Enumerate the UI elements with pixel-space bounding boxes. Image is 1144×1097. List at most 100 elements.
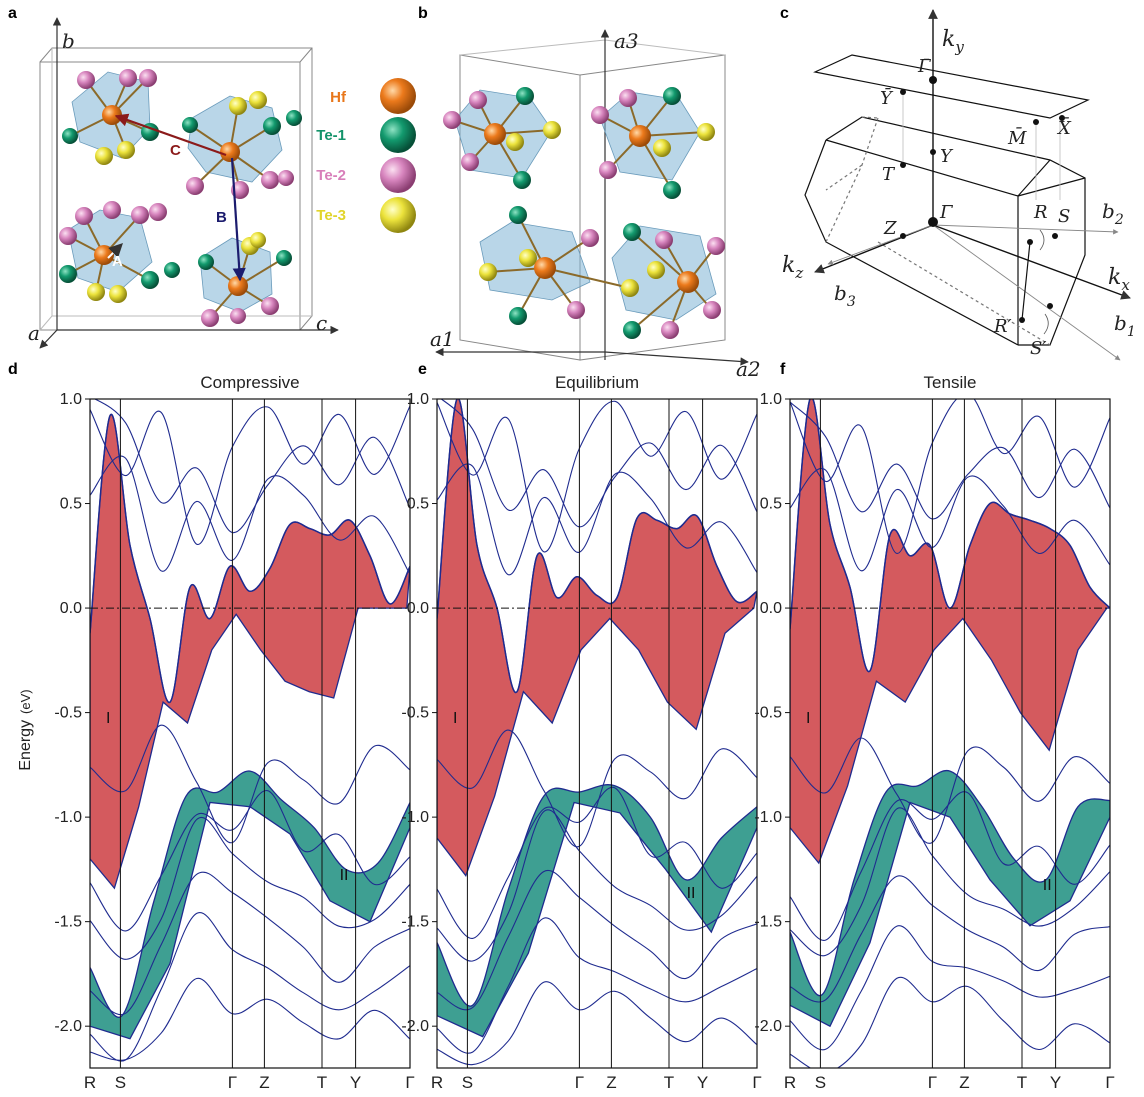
z-point-label: Z — [883, 218, 897, 239]
b3-label: b3 — [834, 281, 856, 310]
panel-c: c — [780, 5, 1136, 361]
panel-label-a: a — [8, 5, 17, 22]
band-plot-area — [790, 399, 1110, 1068]
energy-axis-label: Energy (eV) — [17, 689, 34, 770]
kpoint-label: R — [784, 1073, 796, 1092]
band-line — [437, 400, 757, 553]
bz-labels: ky kx kz b2 b1 b3 Γ̄ Ȳ M̄ X̄ Y T Γ Z R S… — [782, 27, 1136, 359]
ytick-label: -1.0 — [401, 809, 429, 826]
ytick-label: -2.0 — [401, 1018, 429, 1035]
r-point-label: R — [1033, 202, 1048, 223]
t-point-label: T — [882, 164, 896, 185]
kpoint-label: T — [664, 1073, 674, 1092]
kpoint-label: Γ — [228, 1073, 237, 1092]
ytick-label: -0.5 — [401, 705, 429, 722]
legend-te3-sphere — [380, 197, 416, 233]
region-label-I: I — [453, 710, 457, 727]
band-panel-equilibrium: Equilibrium R S Γ Z T Y Γ 1.0 0.5 0.0 -0.5 -1.0 -1.5 -… — [401, 373, 761, 1092]
a3-axis-label: a3 — [614, 29, 639, 53]
region-I-upper-band — [437, 399, 757, 694]
r-arc — [1039, 229, 1045, 251]
svg-text:Energy(eV): Energy (eV) — [17, 689, 34, 770]
kpoint-label: R — [431, 1073, 443, 1092]
rprime-arc — [1043, 313, 1049, 335]
kpoint-label: Y — [350, 1073, 361, 1092]
plot-frame — [436, 398, 758, 1069]
band-plot-area — [90, 399, 410, 1062]
band-line — [90, 816, 410, 960]
band-panel-tensile: Tensile R S Γ Z T Y Γ 1.0 0.5 0.0 -0.5 -1.0 -1.5 -2.0 I… — [754, 373, 1114, 1092]
atoms — [59, 69, 302, 327]
kpoint-label: Y — [1050, 1073, 1061, 1092]
atoms-b — [443, 87, 725, 339]
band-panel-compressive: Compressive R S Γ Z T Y Γ 1.0 0.5 0.0 -0.5 -1.0 -1.5 -… — [54, 373, 414, 1092]
rprime-point-label: R′ — [993, 316, 1012, 337]
kpoint-label: T — [317, 1073, 327, 1092]
gamma-point-label: Γ — [939, 202, 954, 223]
ytick-label: 0.5 — [760, 496, 782, 513]
legend-te2-label: Te-2 — [316, 167, 346, 184]
panel-b: b a3 a1 a2 — [418, 5, 761, 381]
band-line — [437, 917, 757, 1054]
legend-te3-label: Te-3 — [316, 207, 346, 224]
panel-label-b: b — [418, 5, 428, 22]
band-line — [437, 729, 757, 848]
band-line — [437, 787, 757, 939]
panel-a: a b a c — [8, 5, 416, 349]
a2-axis-arrow — [604, 351, 749, 366]
panel-title-equilibrium: Equilibrium — [555, 373, 639, 392]
kpoint-label: T — [1017, 1073, 1027, 1092]
band-line — [90, 912, 410, 1062]
s-point-label: S — [1058, 206, 1070, 227]
panel-title-tensile: Tensile — [924, 373, 977, 392]
ytick-label: 1.0 — [60, 391, 82, 408]
region-I-fill — [90, 413, 410, 890]
y-point-label: Y — [940, 146, 954, 167]
kpoint-label: S — [115, 1073, 126, 1092]
a-axis-label: a — [28, 321, 40, 345]
band-line — [790, 401, 1110, 520]
reciprocal-b-axes — [827, 224, 1121, 361]
ytick-label: -2.0 — [54, 1018, 82, 1035]
band-line — [437, 809, 757, 962]
brillouin-zone — [804, 54, 1090, 346]
kpoint-label: Z — [259, 1073, 269, 1092]
region-label-II: II — [687, 885, 696, 902]
region-label-I: I — [806, 710, 810, 727]
ky-label: ky — [942, 27, 964, 56]
band-line — [790, 807, 1110, 957]
ytick-label: 0.0 — [407, 600, 429, 617]
band-line — [90, 724, 410, 844]
kpoint-label: Γ — [1105, 1073, 1114, 1092]
kpoint-label: Z — [959, 1073, 969, 1092]
band-line — [93, 399, 410, 534]
vector-c-label: C — [170, 142, 181, 159]
gamma-bar-label: Γ̄ — [917, 56, 932, 77]
atom-legend: Hf Te-1 Te-2 Te-3 — [316, 78, 416, 233]
band-line — [790, 737, 1110, 844]
kpoint-label: Y — [697, 1073, 708, 1092]
panel-label-f: f — [780, 361, 786, 378]
energy-label-text: Energy — [17, 720, 34, 771]
region-label-II: II — [1043, 877, 1052, 894]
c-axis-label: c — [316, 311, 327, 335]
ytick-label: 1.0 — [407, 391, 429, 408]
ytick-label: 0.0 — [60, 600, 82, 617]
x-bar-label: X̄ — [1056, 116, 1072, 139]
bz-points — [900, 76, 1065, 323]
band-line — [790, 791, 1110, 941]
vector-a — [107, 243, 123, 259]
panel-label-c: c — [780, 5, 789, 22]
r-path-line — [1021, 241, 1031, 321]
ytick-label: -0.5 — [754, 705, 782, 722]
legend-te1-sphere — [380, 117, 416, 153]
region-I-upper-band — [790, 399, 1110, 673]
band-plot-area — [437, 399, 757, 1066]
band-line — [437, 463, 757, 576]
legend-te2-sphere — [380, 157, 416, 193]
b1-label: b1 — [1114, 311, 1136, 340]
band-line — [90, 871, 410, 1016]
panel-title-compressive: Compressive — [200, 373, 299, 392]
